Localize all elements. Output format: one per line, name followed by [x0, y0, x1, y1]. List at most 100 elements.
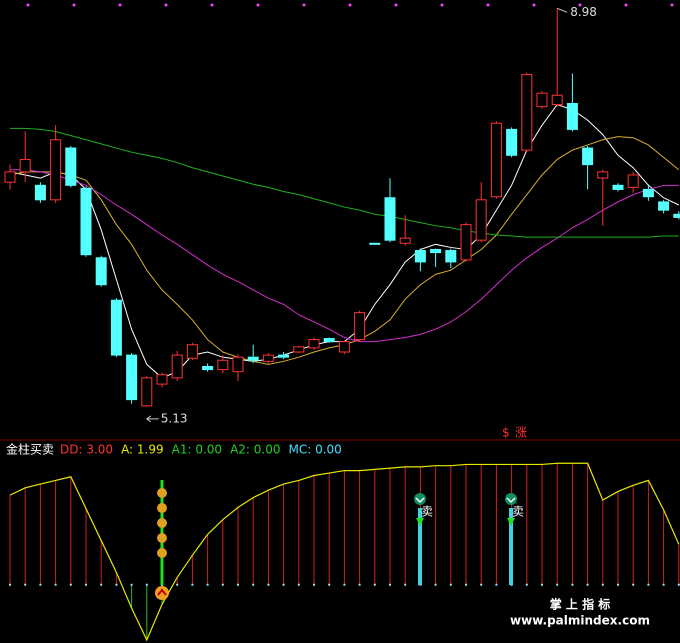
baseline-tick [343, 583, 346, 586]
candle-body [566, 103, 578, 130]
candle-body [171, 354, 183, 379]
baseline-tick [617, 583, 619, 586]
top-dot [348, 3, 352, 7]
annotation-arrow [145, 415, 159, 423]
indicator-panel: DD: 3.00 A: 1.99 A1: 0.00 A2: 0.00 MC: 0.00 [9, 443, 680, 642]
legend-entry: DD: 3.00 [60, 443, 113, 457]
baseline-tick [130, 583, 133, 586]
candle-body [490, 122, 502, 198]
top-dot [72, 3, 76, 7]
baseline-tick [282, 583, 285, 586]
baseline-tick [525, 583, 528, 586]
candle-body [50, 139, 62, 201]
baseline-tick [9, 583, 11, 586]
candle-body [323, 338, 335, 343]
baseline-tick [297, 583, 300, 586]
baseline-tick [85, 583, 87, 586]
candle-body [673, 213, 680, 218]
marker-label: 涨 [515, 425, 527, 440]
sell-signal [414, 493, 426, 585]
candle-body [19, 158, 31, 173]
candle-body [126, 354, 138, 401]
candle-body [612, 184, 624, 190]
top-dot [302, 3, 306, 7]
top-dot [440, 3, 444, 7]
candle-body [506, 128, 518, 156]
baseline-tick [662, 583, 665, 586]
top-dot [532, 3, 536, 7]
legend-entry: A1: 0.00 [172, 443, 222, 457]
baseline-tick [328, 583, 331, 586]
watermark-url: www.palmindex.com [510, 614, 650, 628]
baseline-tick [145, 583, 148, 586]
baseline-tick [176, 583, 179, 586]
watermark-title: 掌 上 指 标 [550, 597, 611, 612]
candle-body [278, 354, 290, 358]
baseline-tick [313, 583, 315, 586]
candle-body [414, 250, 426, 263]
candle-body [582, 147, 594, 166]
baseline-tick [115, 583, 118, 586]
baseline-tick [358, 583, 361, 586]
candle-body [262, 354, 274, 362]
candle-body [338, 341, 350, 353]
sell-signal [505, 493, 517, 585]
top-dot [624, 3, 628, 7]
top-dot [118, 3, 122, 7]
baseline-tick [541, 583, 543, 586]
baseline-tick [389, 583, 391, 586]
baseline-tick [434, 583, 437, 586]
annotation-arrow [557, 7, 568, 13]
baseline-tick [267, 583, 270, 586]
baseline-tick [449, 583, 452, 586]
top-dot [670, 3, 674, 7]
baseline-tick [586, 583, 589, 586]
candle-body [34, 184, 46, 201]
candle-body [4, 171, 16, 183]
baseline-tick [39, 583, 42, 586]
baseline-tick [221, 583, 224, 586]
candle-body [627, 174, 639, 188]
indicator-title: 金柱买卖 [6, 442, 54, 457]
sell-label: 卖 [421, 505, 433, 519]
candle-body [293, 346, 305, 353]
sell-label: 卖 [512, 505, 524, 519]
baseline-tick [495, 583, 498, 586]
baseline-tick [556, 583, 559, 586]
legend-entry: MC: 0.00 [288, 443, 341, 457]
candle-body [247, 356, 259, 361]
candle-body [156, 374, 168, 385]
baseline-tick [571, 583, 574, 586]
candle-body [597, 171, 609, 179]
candle-body [232, 356, 244, 373]
candle-body [430, 249, 442, 254]
baseline-tick [465, 583, 467, 586]
top-dot [394, 3, 398, 7]
candle-body [536, 92, 548, 108]
baseline-tick [480, 583, 483, 586]
baseline-tick [677, 583, 680, 586]
top-dot [578, 3, 582, 7]
candle-body [445, 250, 457, 263]
baseline-tick [100, 583, 103, 586]
candle-body [354, 312, 366, 341]
baseline-tick [252, 583, 255, 586]
top-dot [164, 3, 168, 7]
baseline-tick [404, 583, 407, 586]
candle-body [202, 365, 214, 371]
baseline-tick [632, 583, 635, 586]
candle-body [141, 377, 153, 407]
candle-body [551, 94, 563, 106]
legend-entry: A: 1.99 [121, 443, 164, 457]
top-dot [256, 3, 260, 7]
candle-body [80, 187, 92, 256]
baseline-tick [54, 583, 57, 586]
moving-average [10, 169, 679, 343]
buy-signal [155, 480, 169, 600]
moving-average [10, 127, 679, 238]
candle-body [658, 201, 670, 211]
baseline-tick [601, 583, 604, 586]
candle-body [384, 197, 396, 241]
candle-body [475, 199, 487, 241]
